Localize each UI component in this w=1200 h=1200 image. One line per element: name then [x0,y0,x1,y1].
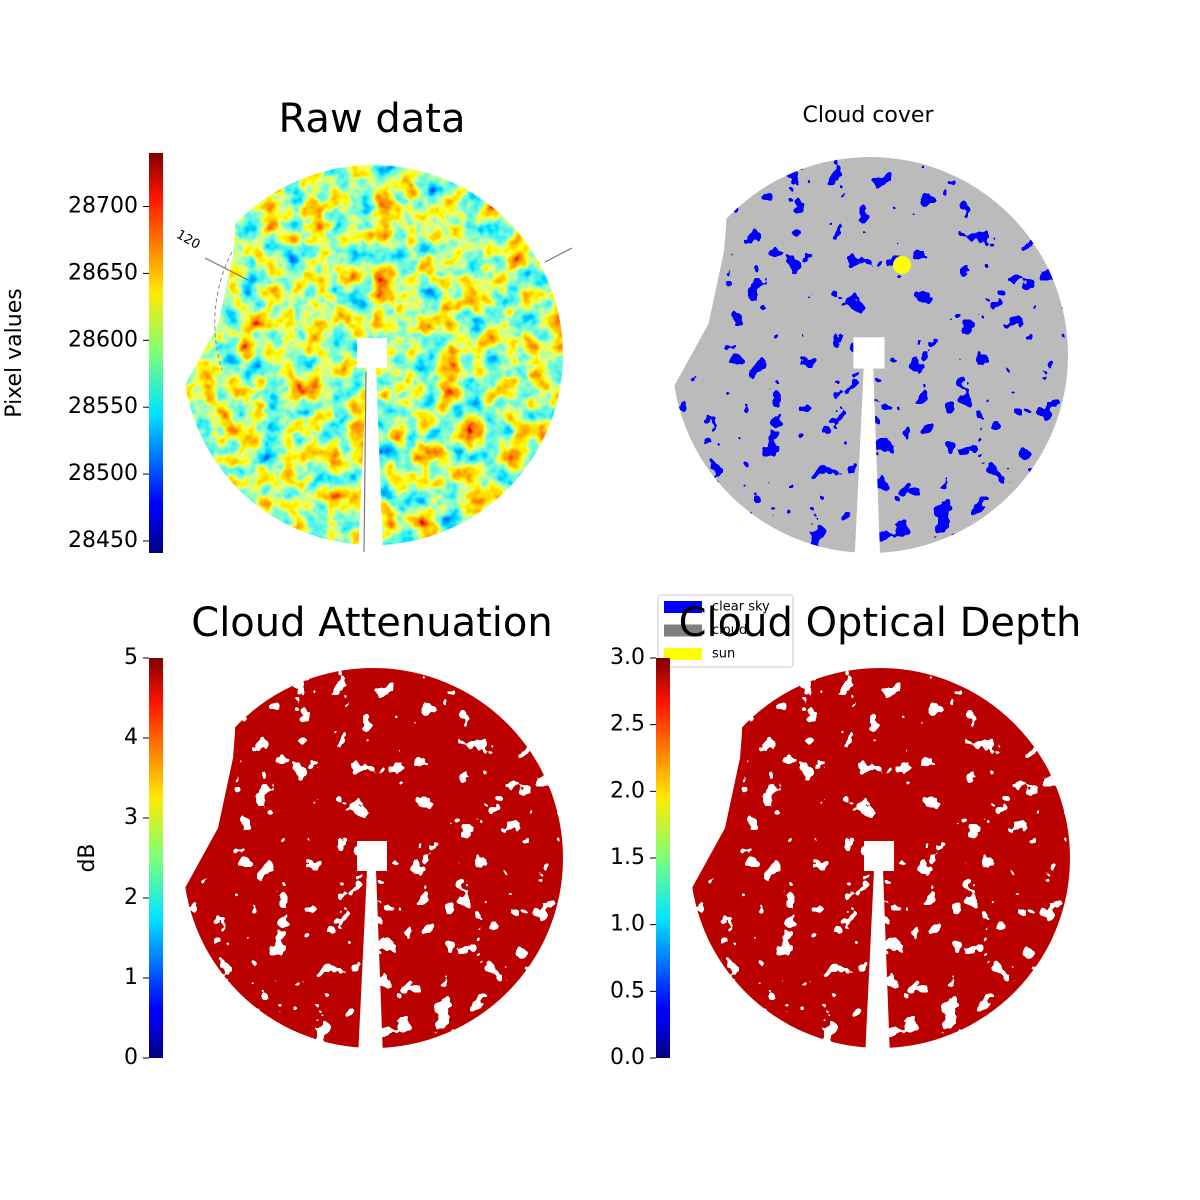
polar-axis [363,371,367,553]
polar-axis [544,247,573,263]
colorbar-tick-label: 28650 [68,260,138,285]
colorbar-label: Pixel values [2,288,27,417]
polar-grid [214,251,233,371]
colorbar-tick-label: 0 [124,1045,138,1070]
colorbar-tick-label: 0.5 [610,978,645,1003]
colorbar [656,658,670,1058]
colorbar-tick-label: 28550 [68,394,138,419]
chart-title: Cloud Optical Depth [679,600,1082,646]
colorbar-tick-label: 28600 [68,327,138,352]
legend-swatch [664,601,702,613]
legend-label: clear sky [712,600,770,615]
sky-image [173,155,573,555]
colorbar-tick-label: 28450 [68,528,138,553]
sky-image [680,658,1080,1058]
colorbar-tick-label: 1.0 [610,912,645,937]
colorbar-tick-label: 0.0 [610,1045,645,1070]
sky-texture [173,658,573,1058]
colorbar-tick-label: 5 [124,645,138,670]
colorbar-label: dB [75,843,100,872]
legend-swatch [664,624,702,637]
colorbar-tick-label: 2.5 [610,712,645,737]
chart-title: Raw data [279,96,466,142]
polar-axis [204,257,249,281]
sky-mask [661,146,1079,564]
colorbar-tick-label: 28500 [68,461,138,486]
sun-marker [893,256,911,274]
legend-label: cloud [712,623,747,638]
colorbar-tick-label: 2.0 [610,778,645,803]
sky-mask [173,658,573,1058]
legend-swatch [664,648,702,660]
colorbar-tick-label: 3 [124,805,138,830]
sky-mask [173,155,573,555]
sky-image [661,146,1079,564]
sky-texture [173,155,573,555]
colorbar [149,153,163,553]
colorbar-tick-label: 1 [124,965,138,990]
colorbar-tick-label: 28700 [68,194,138,219]
sky-texture [680,658,1080,1058]
colorbar-tick-label: 3.0 [610,645,645,670]
colorbar-tick-label: 2 [124,885,138,910]
sky-texture [661,146,1079,564]
colorbar-tick-label: 4 [124,725,138,750]
colorbar-tick-label: 1.5 [610,845,645,870]
legend-label: sun [712,647,735,662]
colorbar [149,658,163,1058]
sky-mask [680,658,1080,1058]
plot-layer: 28450 28500 28550 28600 28650 28700 Pixel valu… [2,96,1081,1070]
sky-image [173,658,573,1058]
chart-title: Cloud cover [803,103,935,128]
chart-title: Cloud Attenuation [191,600,552,646]
